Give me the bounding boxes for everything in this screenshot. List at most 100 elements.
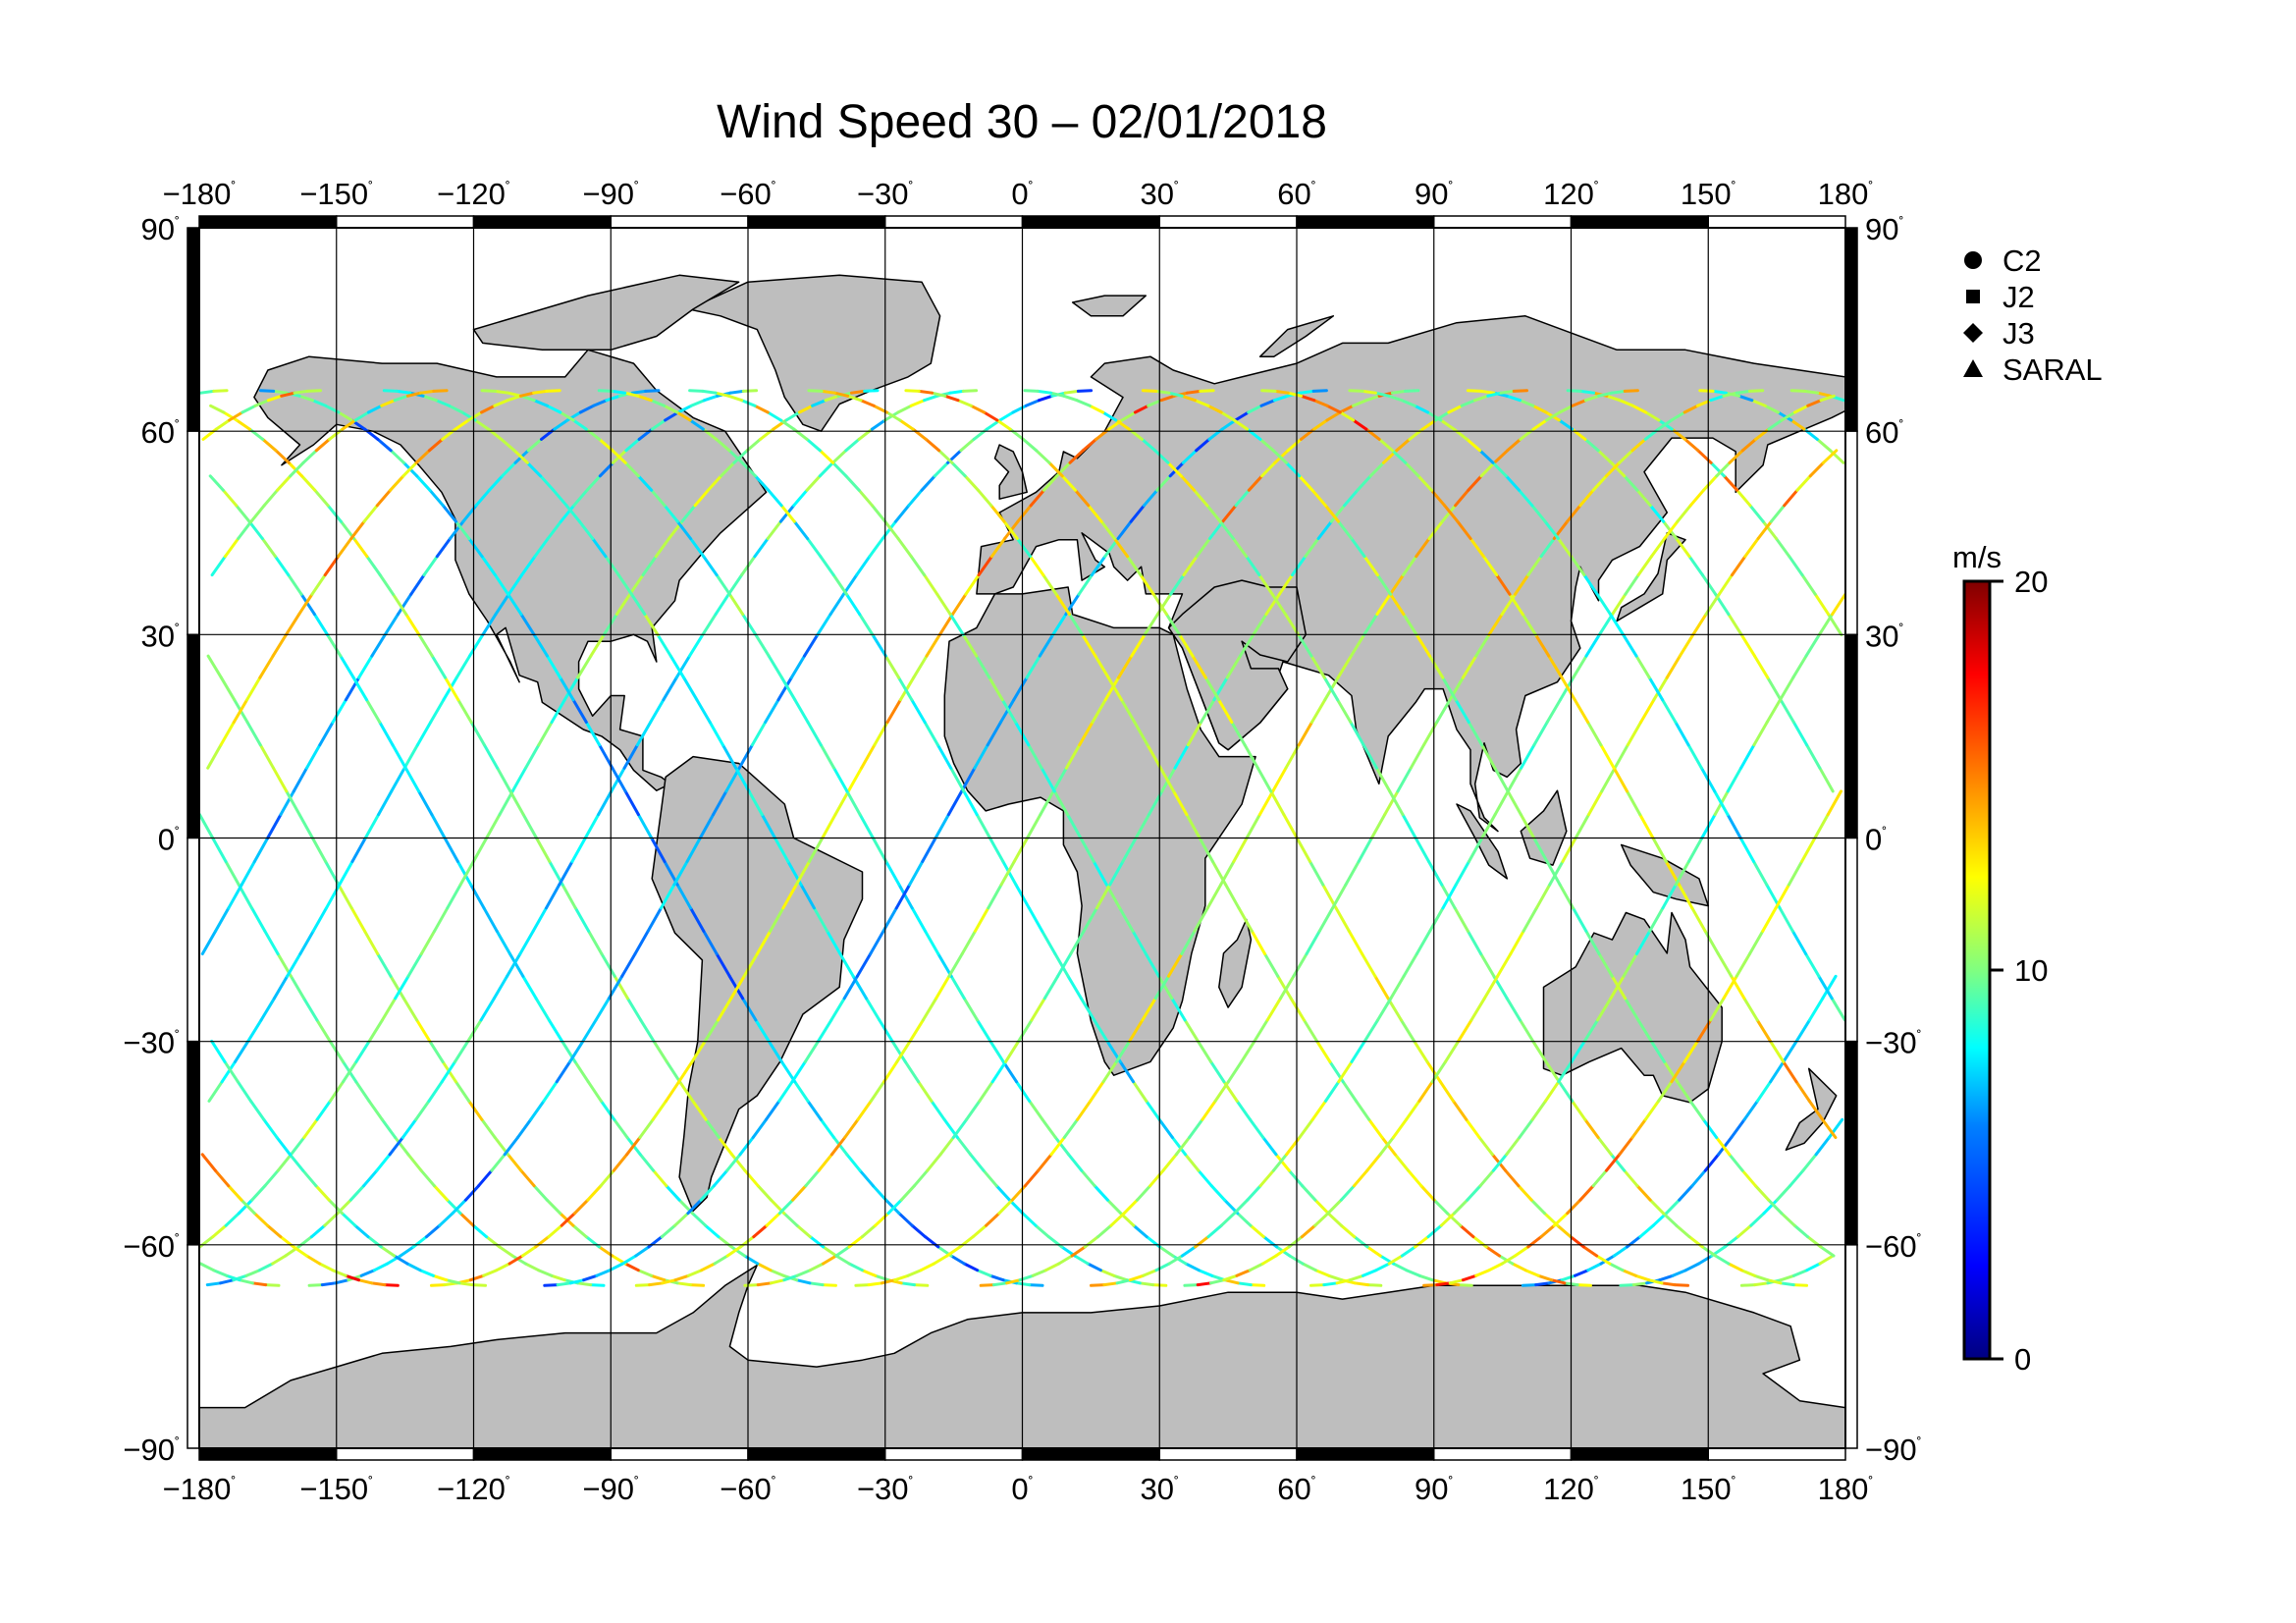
track-segment xyxy=(1742,1099,1759,1121)
degree-symbol: ˚ xyxy=(1448,180,1453,196)
track-segment xyxy=(348,1184,366,1202)
track-segment xyxy=(860,743,877,770)
track-segment xyxy=(1566,1198,1582,1216)
track-segment xyxy=(894,504,911,523)
track-segment xyxy=(240,404,257,414)
track-segment xyxy=(1233,1198,1250,1216)
track-segment xyxy=(1755,1018,1772,1043)
track-segment xyxy=(774,837,790,863)
track-segment xyxy=(1286,437,1303,453)
track-segment xyxy=(1479,460,1496,478)
track-segment xyxy=(310,573,327,596)
frame-segment-bottom xyxy=(1021,1447,1160,1461)
track-segment xyxy=(1246,1184,1262,1202)
track-segment xyxy=(1805,743,1822,770)
track-segment xyxy=(779,1059,797,1084)
track-segment xyxy=(1767,418,1784,431)
track-segment xyxy=(1315,1039,1332,1063)
track-segment xyxy=(945,1245,962,1258)
track-segment xyxy=(1701,1117,1719,1139)
track-segment xyxy=(1057,1254,1074,1266)
track-segment xyxy=(969,1153,986,1172)
track-segment xyxy=(571,418,588,431)
track-segment xyxy=(1336,698,1353,724)
track-segment xyxy=(220,1059,237,1084)
track-segment xyxy=(257,1262,275,1272)
track-segment xyxy=(302,997,319,1022)
track-segment xyxy=(937,613,954,637)
land-new-zealand xyxy=(1785,1067,1838,1151)
track-segment xyxy=(1271,1153,1289,1172)
track-segment xyxy=(753,404,770,414)
track-segment xyxy=(858,1168,875,1188)
track-segment xyxy=(1762,1198,1779,1216)
track-segment xyxy=(1287,1168,1305,1188)
track-segment xyxy=(1683,437,1700,453)
frame-segment-left xyxy=(187,1244,200,1449)
track-segment xyxy=(1219,859,1236,887)
track-segment xyxy=(1661,698,1678,724)
track-segment xyxy=(635,721,653,747)
track-segment xyxy=(1325,410,1342,422)
track-segment xyxy=(454,1080,471,1103)
track-segment xyxy=(470,1283,487,1287)
track-segment xyxy=(238,1278,254,1285)
track-segment xyxy=(950,460,967,478)
track-segment xyxy=(701,613,718,637)
track-segment xyxy=(1686,743,1703,770)
track-segment xyxy=(237,519,253,540)
track-segment xyxy=(1098,1269,1116,1277)
track-segment xyxy=(997,1198,1014,1216)
track-segment xyxy=(1526,555,1543,577)
track-segment xyxy=(1512,389,1528,393)
track-segment xyxy=(1062,1117,1080,1139)
latitude-label-right: −90˚ xyxy=(1865,1433,1922,1467)
land-north-america xyxy=(253,349,768,791)
track-segment xyxy=(1253,1018,1269,1043)
track-segment xyxy=(1389,974,1406,1001)
track-segment xyxy=(430,813,447,839)
track-segment xyxy=(858,613,875,637)
track-segment xyxy=(1277,573,1294,596)
track-segment xyxy=(1599,1254,1616,1266)
track-segment xyxy=(650,1273,667,1282)
track-segment xyxy=(445,1278,461,1285)
track-segment xyxy=(1605,394,1622,403)
track-segment xyxy=(806,537,823,559)
track-segment xyxy=(1388,573,1405,596)
track-segment xyxy=(480,404,497,414)
track-segment xyxy=(1198,837,1214,863)
track-segment xyxy=(1508,592,1524,617)
track-segment xyxy=(1184,1153,1201,1172)
track-segment xyxy=(597,1245,614,1258)
track-segment xyxy=(1180,1245,1198,1258)
track-segment xyxy=(766,410,782,422)
track-segment xyxy=(1624,997,1640,1022)
track-segment xyxy=(337,537,353,559)
track-segment xyxy=(886,1198,903,1216)
track-segment xyxy=(389,474,405,492)
track-segment xyxy=(1016,504,1033,523)
track-segment xyxy=(1167,391,1184,398)
longitude-label-bottom: −60˚ xyxy=(720,1472,776,1506)
track-segment xyxy=(1752,721,1769,747)
track-segment xyxy=(363,929,380,955)
track-segment xyxy=(1587,789,1604,817)
track-segment xyxy=(1727,613,1743,637)
track-segment xyxy=(1621,1269,1637,1277)
track-segment xyxy=(949,766,966,793)
track-segment xyxy=(444,676,460,702)
track-segment xyxy=(803,633,820,658)
track-segment xyxy=(1196,1281,1212,1287)
track-segment xyxy=(507,573,524,596)
track-segment xyxy=(1373,974,1390,1001)
track-segment xyxy=(1790,929,1808,955)
track-segment xyxy=(352,537,369,559)
frame-segment-bottom xyxy=(472,1447,612,1461)
track-segment xyxy=(199,813,215,839)
track-segment xyxy=(1223,1278,1240,1285)
track-segment xyxy=(1232,837,1249,863)
track-segment xyxy=(1350,537,1366,559)
track-segment xyxy=(1260,460,1277,478)
track-segment xyxy=(1282,813,1299,839)
